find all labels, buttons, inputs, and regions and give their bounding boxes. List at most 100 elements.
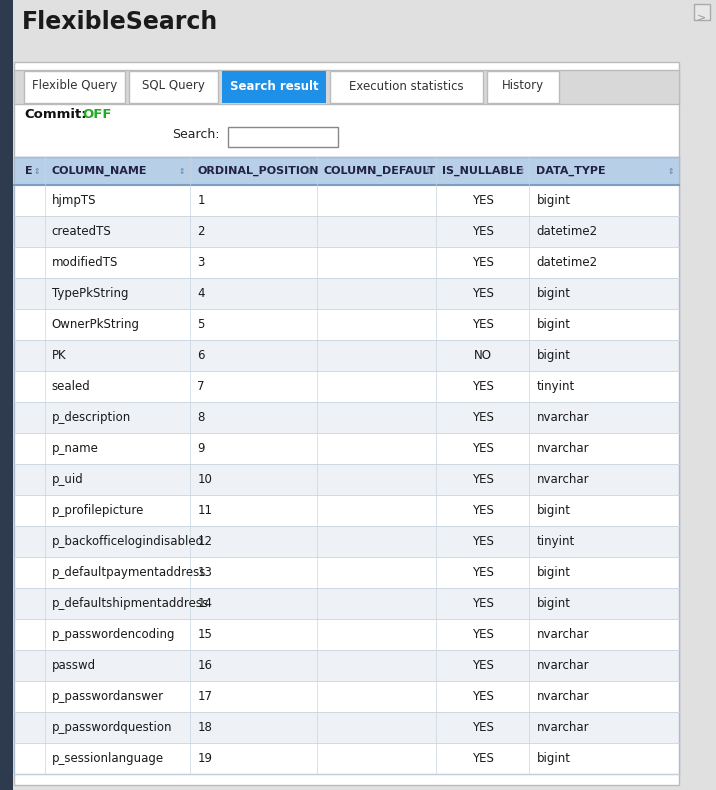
Text: YES: YES: [472, 411, 494, 424]
Text: 15: 15: [197, 628, 212, 641]
FancyBboxPatch shape: [13, 0, 716, 790]
Text: NO: NO: [474, 349, 492, 362]
Text: hjmpTS: hjmpTS: [52, 194, 96, 207]
Text: YES: YES: [472, 473, 494, 486]
FancyBboxPatch shape: [228, 127, 338, 147]
Text: p_passwordquestion: p_passwordquestion: [52, 721, 172, 734]
Text: p_backofficelogindisabled: p_backofficelogindisabled: [52, 535, 204, 548]
Text: Commit:: Commit:: [24, 108, 87, 121]
Text: YES: YES: [472, 287, 494, 300]
Text: YES: YES: [472, 318, 494, 331]
Text: IS_NULLABLE: IS_NULLABLE: [442, 166, 523, 176]
Text: 13: 13: [197, 566, 212, 579]
Text: 1: 1: [197, 194, 205, 207]
FancyBboxPatch shape: [14, 588, 679, 619]
Text: tinyint: tinyint: [536, 380, 575, 393]
Text: YES: YES: [472, 225, 494, 238]
Text: YES: YES: [472, 690, 494, 703]
FancyBboxPatch shape: [14, 650, 679, 681]
Text: bigint: bigint: [536, 349, 571, 362]
FancyBboxPatch shape: [24, 71, 125, 103]
Text: nvarchar: nvarchar: [536, 473, 589, 486]
Text: >: >: [697, 12, 707, 22]
Text: TypePkString: TypePkString: [52, 287, 128, 300]
FancyBboxPatch shape: [14, 495, 679, 526]
Text: bigint: bigint: [536, 597, 571, 610]
Text: p_description: p_description: [52, 411, 131, 424]
Text: modifiedTS: modifiedTS: [52, 256, 118, 269]
FancyBboxPatch shape: [14, 743, 679, 774]
Text: nvarchar: nvarchar: [536, 659, 589, 672]
Text: nvarchar: nvarchar: [536, 411, 589, 424]
Text: ⇕: ⇕: [305, 167, 311, 175]
Text: 7: 7: [197, 380, 205, 393]
Text: OwnerPkString: OwnerPkString: [52, 318, 140, 331]
FancyBboxPatch shape: [330, 71, 483, 103]
Text: 9: 9: [197, 442, 205, 455]
Text: createdTS: createdTS: [52, 225, 112, 238]
FancyBboxPatch shape: [14, 464, 679, 495]
Text: 17: 17: [197, 690, 212, 703]
Text: 10: 10: [197, 473, 212, 486]
Text: bigint: bigint: [536, 287, 571, 300]
Text: tinyint: tinyint: [536, 535, 575, 548]
FancyBboxPatch shape: [14, 185, 679, 216]
Text: YES: YES: [472, 442, 494, 455]
FancyBboxPatch shape: [14, 340, 679, 371]
Text: DATA_TYPE: DATA_TYPE: [536, 166, 606, 176]
Text: p_sessionlanguage: p_sessionlanguage: [52, 752, 164, 765]
FancyBboxPatch shape: [14, 526, 679, 557]
Text: p_defaultpaymentaddress: p_defaultpaymentaddress: [52, 566, 206, 579]
FancyBboxPatch shape: [14, 681, 679, 712]
Text: bigint: bigint: [536, 504, 571, 517]
Text: Search result: Search result: [230, 80, 319, 92]
Text: SQL Query: SQL Query: [142, 80, 205, 92]
Text: bigint: bigint: [536, 566, 571, 579]
FancyBboxPatch shape: [14, 371, 679, 402]
Text: 14: 14: [197, 597, 212, 610]
FancyBboxPatch shape: [14, 70, 679, 104]
Text: 5: 5: [197, 318, 205, 331]
Text: ⇕: ⇕: [518, 167, 524, 175]
FancyBboxPatch shape: [14, 278, 679, 309]
Text: bigint: bigint: [536, 752, 571, 765]
Text: COLUMN_DEFAULT: COLUMN_DEFAULT: [324, 166, 436, 176]
Text: bigint: bigint: [536, 194, 571, 207]
Text: OFF: OFF: [82, 108, 112, 121]
FancyBboxPatch shape: [14, 402, 679, 433]
Text: PK: PK: [52, 349, 66, 362]
Text: FlexibleSearch: FlexibleSearch: [22, 10, 218, 34]
Text: p_profilepicture: p_profilepicture: [52, 504, 144, 517]
Text: 18: 18: [197, 721, 212, 734]
FancyBboxPatch shape: [222, 71, 326, 103]
Text: E: E: [26, 166, 33, 176]
Text: Flexible Query: Flexible Query: [32, 80, 117, 92]
Text: 4: 4: [197, 287, 205, 300]
FancyBboxPatch shape: [14, 619, 679, 650]
Text: 19: 19: [197, 752, 212, 765]
Text: ⇕: ⇕: [33, 167, 39, 175]
Text: Execution statistics: Execution statistics: [349, 80, 464, 92]
Text: 8: 8: [197, 411, 205, 424]
Text: 12: 12: [197, 535, 212, 548]
Text: p_passwordencoding: p_passwordencoding: [52, 628, 175, 641]
Text: p_passwordanswer: p_passwordanswer: [52, 690, 164, 703]
Text: YES: YES: [472, 628, 494, 641]
FancyBboxPatch shape: [487, 71, 559, 103]
FancyBboxPatch shape: [13, 0, 716, 62]
Text: ⇕: ⇕: [425, 167, 431, 175]
FancyBboxPatch shape: [14, 557, 679, 588]
FancyBboxPatch shape: [14, 62, 679, 785]
Text: YES: YES: [472, 504, 494, 517]
Text: nvarchar: nvarchar: [536, 628, 589, 641]
Text: 11: 11: [197, 504, 212, 517]
Text: YES: YES: [472, 566, 494, 579]
Text: YES: YES: [472, 194, 494, 207]
FancyBboxPatch shape: [14, 433, 679, 464]
Text: History: History: [502, 80, 544, 92]
Text: 6: 6: [197, 349, 205, 362]
Text: p_defaultshipmentaddress: p_defaultshipmentaddress: [52, 597, 209, 610]
FancyBboxPatch shape: [129, 71, 218, 103]
Text: Search:: Search:: [173, 128, 220, 141]
Text: passwd: passwd: [52, 659, 96, 672]
